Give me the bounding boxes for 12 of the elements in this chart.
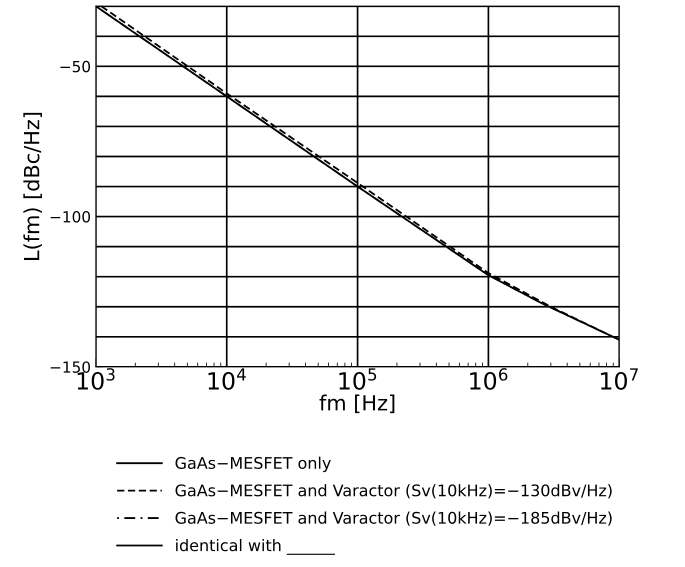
legend-label: GaAs−MESFET and Varactor (Sv(10kHz)=−130dBv/Hz) [176, 484, 612, 498]
legend-label: GaAs−MESFET only [176, 456, 331, 472]
y-tick-label: −100 [50, 211, 90, 223]
text: identical with ______ [176, 538, 335, 555]
y-axis-title: L(fm) [dBc/Hz] [23, 112, 42, 260]
legend-label: GaAs−MESFET and Varactor (Sv(10kHz)=−185dBv/Hz) [176, 512, 612, 526]
y-tick-label: −50 [60, 60, 90, 72]
x-tick-label: 10$^{6}$ [470, 368, 508, 390]
x-tick-label: 10$^{4}$ [208, 368, 246, 390]
x-tick-label: 10$^{7}$ [601, 368, 638, 390]
x-tick-label: 10$^{5}$ [339, 368, 376, 390]
x-axis-title: fm [Hz] [319, 394, 394, 414]
